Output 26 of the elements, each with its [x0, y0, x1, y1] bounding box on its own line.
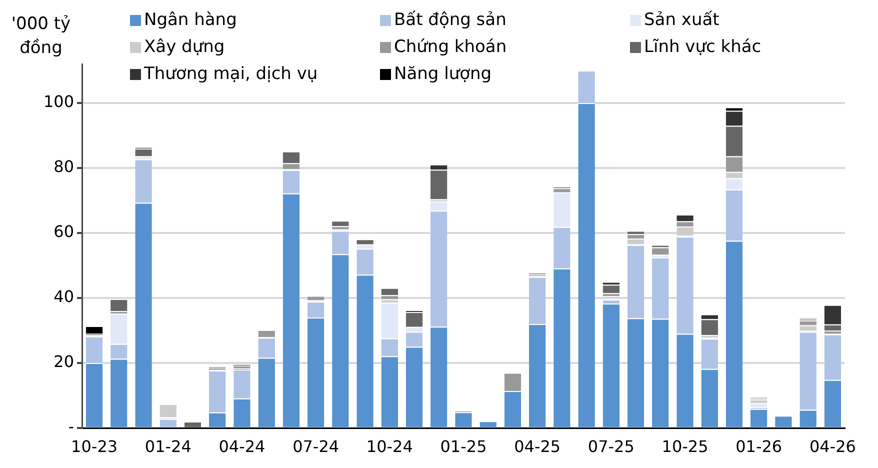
x-tick-label: 01-26: [736, 436, 782, 456]
x-tick-label: 07-25: [588, 436, 634, 456]
y-axis-title: '000 tỷ đồng: [10, 13, 72, 60]
x-tick-label: 10-24: [366, 436, 413, 456]
legend-label: Sản xuất: [643, 9, 720, 32]
y-tick-label: 80: [54, 157, 74, 176]
x-tick-label: 10-23: [71, 436, 118, 456]
x-tick-label: 04-24: [218, 436, 266, 456]
legend-label: Bất động sản: [393, 9, 508, 32]
y-tick-label: 40: [54, 287, 74, 306]
legend-label: Lĩnh vực khác: [643, 36, 762, 59]
x-tick-label: 04-25: [514, 436, 561, 456]
x-tick-label: 01-24: [144, 436, 192, 456]
y-tick-label: 20: [54, 352, 74, 372]
x-tick-label: 04-26: [809, 436, 856, 456]
legend-label: Chứng khoán: [393, 36, 508, 59]
x-tick-label: 07-24: [292, 436, 340, 456]
y-tick-label: -: [68, 417, 74, 436]
legend-label: Thương mại, dịch vụ: [143, 63, 319, 86]
y-tick-label: 100: [43, 92, 74, 112]
legend-label: Xây dựng: [143, 36, 226, 59]
y-tick-label: 60: [54, 222, 74, 242]
legend-label: Ngân hàng: [143, 9, 238, 32]
x-tick-label: 01-25: [440, 436, 487, 456]
legend-label: Năng lượng: [393, 63, 493, 86]
x-tick-label: 10-25: [662, 436, 708, 456]
